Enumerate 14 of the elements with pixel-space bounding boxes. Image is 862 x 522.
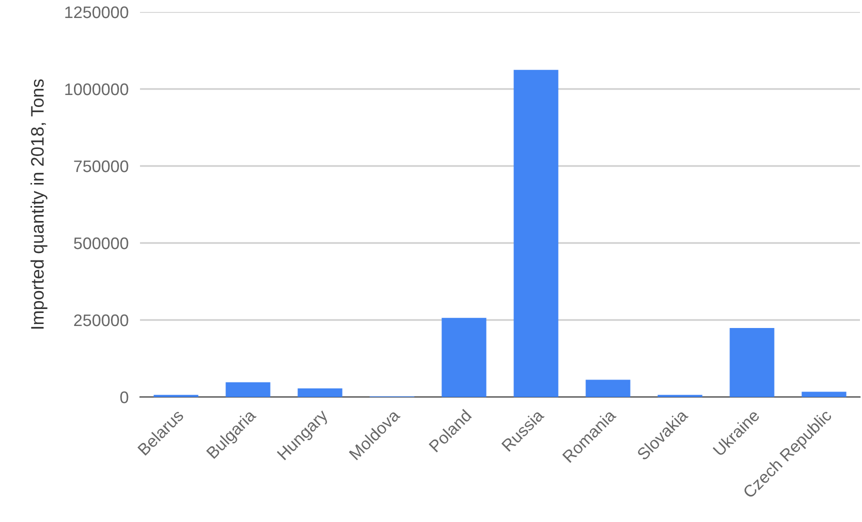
y-tick-label: 1250000 bbox=[65, 6, 128, 18]
y-tick-label: 1000000 bbox=[65, 83, 128, 96]
bar bbox=[226, 382, 270, 397]
bar bbox=[298, 388, 342, 397]
bar bbox=[730, 328, 774, 397]
y-tick-label: 0 bbox=[120, 391, 128, 404]
y-tick-label: 250000 bbox=[74, 314, 128, 326]
bar bbox=[514, 70, 558, 397]
y-tick-label: 500000 bbox=[74, 237, 128, 250]
bar bbox=[802, 392, 846, 397]
y-axis-title: Imported quantity in 2018, Tons bbox=[30, 79, 48, 329]
y-tick-label: 750000 bbox=[74, 160, 128, 172]
bar bbox=[442, 318, 486, 397]
bar bbox=[586, 380, 630, 397]
